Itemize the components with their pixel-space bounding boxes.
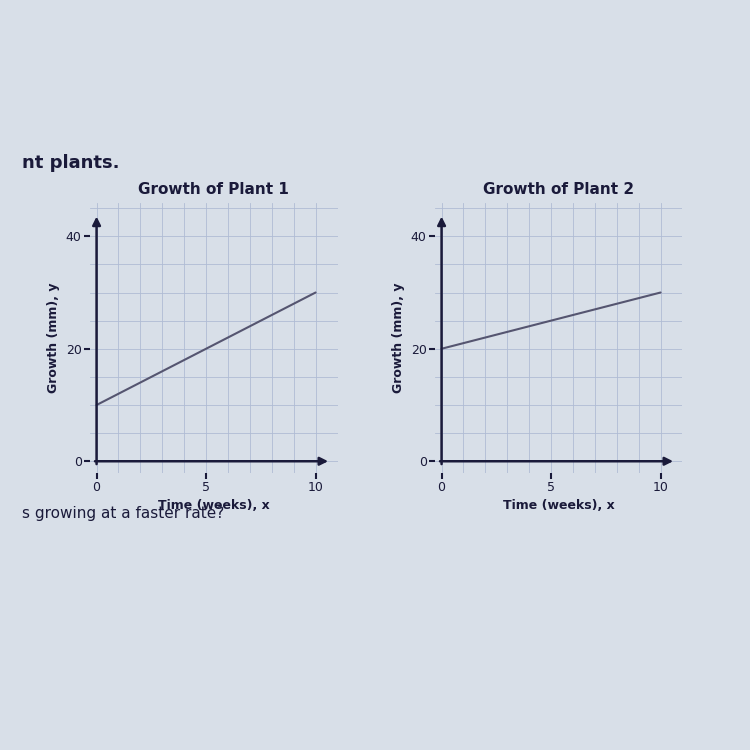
Y-axis label: Growth (mm), y: Growth (mm), y xyxy=(392,282,405,393)
Title: Growth of Plant 2: Growth of Plant 2 xyxy=(483,182,634,197)
Text: s growing at a faster rate?: s growing at a faster rate? xyxy=(22,506,225,521)
Y-axis label: Growth (mm), y: Growth (mm), y xyxy=(47,282,60,393)
Text: nt plants.: nt plants. xyxy=(22,154,120,172)
X-axis label: Time (weeks), x: Time (weeks), x xyxy=(158,500,270,512)
Title: Growth of Plant 1: Growth of Plant 1 xyxy=(138,182,290,197)
X-axis label: Time (weeks), x: Time (weeks), x xyxy=(503,500,614,512)
